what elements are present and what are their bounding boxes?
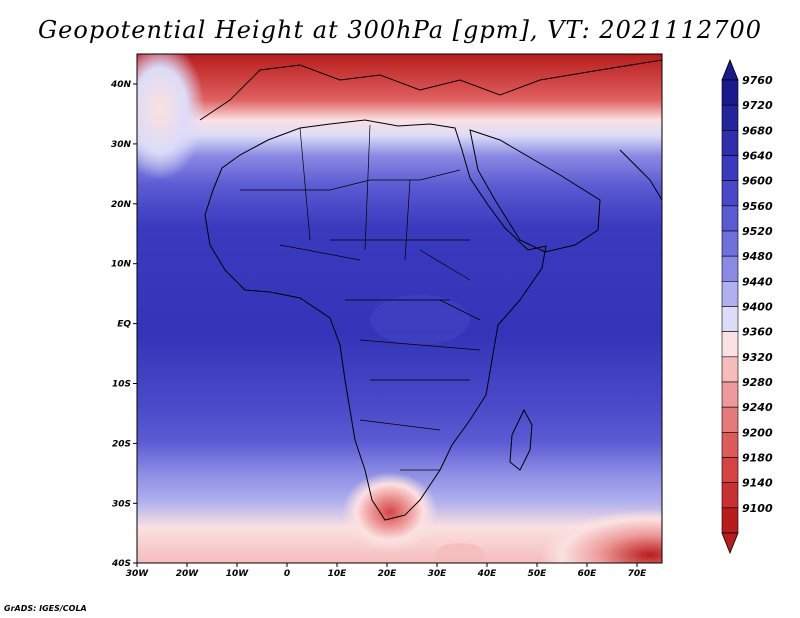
lon-tick-label: 10W	[226, 569, 250, 579]
colorbar-swatch	[721, 356, 739, 383]
colorbar-swatch	[721, 381, 739, 408]
india	[619, 149, 662, 201]
colorbar-swatch	[721, 255, 739, 282]
colorbar-label: 9480	[742, 250, 773, 263]
map-title: Geopotential Height at 300hPa [gpm], VT:…	[38, 16, 762, 44]
lon-tick-label: 70E	[628, 569, 648, 579]
colorbar-bottom-arrow	[721, 532, 739, 555]
colorbar-swatch	[721, 104, 739, 131]
colorbar-label: 9320	[742, 351, 773, 364]
lat-tick-label: 10S	[112, 380, 131, 390]
colorbar-swatch	[721, 482, 739, 509]
colorbar-label: 9180	[742, 452, 773, 465]
lon-tick-label: 40E	[477, 569, 498, 579]
colorbar-swatch	[721, 155, 739, 181]
colorbar-label: 9600	[742, 175, 773, 188]
lat-tick-label: 20S	[112, 439, 131, 449]
africa-coastline	[204, 119, 547, 521]
lat-tick-label: 30N	[111, 140, 132, 150]
colorbar-swatch	[721, 180, 739, 207]
colorbar-top-arrow	[721, 58, 739, 81]
coastlines	[199, 59, 662, 521]
lat-tick-label: 40N	[110, 80, 132, 90]
lon-tick-label: 0	[284, 569, 290, 579]
lat-tick-label: EQ	[117, 320, 131, 330]
height-field	[137, 54, 662, 563]
lat-tick-label: 20N	[111, 200, 132, 210]
colorbar-swatch	[721, 457, 739, 483]
colorbar-swatch	[721, 406, 739, 433]
grads-credit: GrADS: IGES/COLA	[4, 604, 87, 613]
colorbar-label: 9640	[742, 150, 773, 163]
colorbar-label: 9680	[742, 124, 773, 137]
colorbar-swatch	[721, 205, 739, 232]
colorbar-swatch	[721, 230, 739, 257]
colorbar-label: 9720	[742, 99, 773, 112]
borders	[240, 124, 481, 471]
colorbar-label: 9240	[742, 401, 773, 414]
colorbar-label: 9520	[742, 225, 773, 238]
colorbar-swatch	[721, 331, 739, 358]
colorbar-swatch	[721, 79, 739, 106]
colorbar-label: 9440	[742, 275, 773, 288]
europe	[199, 59, 662, 121]
colorbar-label: 9360	[742, 326, 773, 339]
colorbar-label: 9760	[742, 74, 773, 87]
colorbar-label: 9200	[742, 426, 773, 439]
colorbar-label: 9140	[742, 477, 773, 490]
map-frame	[136, 53, 663, 564]
colorbar-label: 9280	[742, 376, 773, 389]
lat-tick-label: 40S	[111, 559, 131, 569]
lon-tick-label: 30W	[126, 569, 150, 579]
lon-tick-label: 60E	[578, 569, 598, 579]
lon-tick-label: 20W	[176, 569, 200, 579]
colorbar: 9760 9720 9680 9640 9600 9560 9520 9480 9440 9400…	[721, 58, 773, 555]
lon-tick-label: 20E	[378, 569, 398, 579]
colorbar-label: 9100	[742, 502, 773, 515]
lon-tick-label: 50E	[528, 569, 548, 579]
colorbar-swatch	[721, 432, 739, 458]
madagascar	[509, 408, 533, 471]
arabia	[469, 129, 601, 253]
axes: 30W 20W 10W 0 10E 20E 30E 40E 50E 60E 70E 40N 30N 20N…	[110, 80, 647, 579]
lat-tick-label: 10N	[111, 260, 132, 270]
colorbar-label: 9560	[742, 200, 773, 213]
colorbar-label: 9400	[742, 301, 773, 314]
colorbar-swatch	[721, 130, 739, 156]
lon-tick-label: 10E	[328, 569, 348, 579]
colorbar-swatch	[721, 306, 739, 332]
colorbar-swatch	[721, 281, 739, 307]
colorbar-swatch	[721, 507, 739, 534]
lat-tick-label: 30S	[112, 499, 131, 509]
lon-tick-label: 30E	[428, 569, 448, 579]
